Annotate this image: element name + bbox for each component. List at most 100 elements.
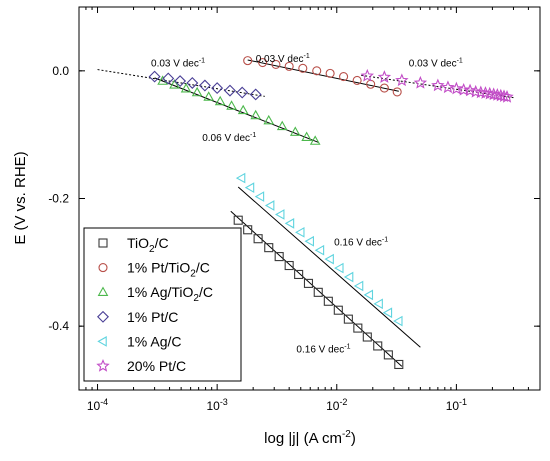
x-tick-label: 10-3	[206, 397, 227, 413]
series-diamond	[148, 70, 262, 101]
data-point	[490, 88, 505, 101]
data-point	[237, 104, 249, 115]
slope-label: 0.06 V dec-1	[202, 132, 256, 144]
data-point	[304, 235, 314, 247]
data-point	[362, 332, 372, 342]
legend-marker	[97, 286, 109, 296]
legend-item: 20% Pt/C	[96, 358, 186, 374]
series-triangle-up	[157, 75, 321, 145]
data-point	[169, 79, 180, 89]
fit-line	[237, 186, 421, 348]
legend-label: 20% Pt/C	[127, 358, 186, 374]
legend-label: 1% Pt/C	[127, 309, 178, 325]
legend-item: 1% Ag/C	[97, 333, 181, 349]
x-tick-label: 10-2	[326, 397, 347, 413]
data-point	[487, 87, 501, 101]
legend-marker	[96, 358, 110, 372]
legend-box	[83, 227, 242, 382]
data-point	[295, 226, 305, 238]
data-point	[478, 86, 493, 99]
legend-item: 1% Pt/TiO2/C	[98, 260, 210, 280]
data-point	[284, 218, 295, 229]
data-point	[333, 305, 343, 315]
data-point	[294, 269, 304, 280]
data-point	[271, 59, 281, 69]
x-tick-label: 10-4	[87, 397, 108, 413]
legend-label: 1% Pt/TiO2/C	[127, 260, 210, 280]
data-point	[243, 56, 253, 66]
y-tick-label: 0.0	[52, 64, 69, 78]
data-point	[244, 182, 255, 193]
series-square	[233, 215, 404, 370]
data-point	[373, 341, 383, 351]
data-point	[253, 234, 263, 244]
data-point	[363, 289, 374, 301]
data-point	[264, 200, 275, 211]
data-point	[264, 243, 274, 253]
legend-marker	[97, 310, 109, 323]
data-point	[243, 225, 253, 235]
data-point	[211, 82, 224, 95]
y-axis-title: E (V vs. RHE)	[12, 151, 29, 244]
data-point	[474, 85, 488, 99]
data-point	[379, 83, 389, 93]
data-point	[382, 307, 393, 319]
x-tick-label: 10-1	[446, 397, 467, 413]
data-point	[203, 91, 215, 101]
data-point	[249, 88, 262, 101]
slope-label: 0.03 V dec-1	[256, 53, 310, 65]
data-point	[395, 73, 409, 87]
data-point	[284, 61, 294, 71]
data-points	[148, 56, 514, 370]
data-point	[254, 191, 265, 202]
data-point	[314, 244, 325, 256]
data-point	[174, 75, 187, 88]
y-tick-label: -0.4	[48, 319, 69, 333]
data-point	[289, 126, 301, 136]
data-point	[180, 82, 192, 93]
data-point	[309, 135, 321, 145]
data-point	[441, 80, 455, 94]
legend: TiO2/C 1% Pt/TiO2/C 1% Ag/TiO2/C 1% Pt/C 1% …	[83, 227, 242, 382]
data-point	[413, 75, 428, 89]
data-point	[250, 109, 262, 120]
legend-marker	[98, 238, 108, 248]
data-point	[449, 81, 464, 95]
data-point	[392, 87, 402, 97]
data-point	[233, 215, 243, 225]
data-point	[339, 72, 349, 82]
legend-label: 1% Ag/C	[127, 333, 181, 349]
data-point	[236, 86, 249, 99]
legend-item: TiO2/C	[98, 235, 169, 255]
legend-label: TiO2/C	[127, 235, 169, 255]
data-point	[325, 68, 335, 78]
data-point	[235, 172, 246, 184]
data-point	[298, 63, 308, 73]
legend-item: 1% Ag/TiO2/C	[97, 284, 213, 304]
axis-ticks: 10-4 10-3 10-2 10-1 0.0 -0.2 -0.4	[48, 7, 540, 413]
data-point	[275, 209, 285, 220]
fit-line	[154, 77, 319, 143]
data-point	[284, 260, 294, 271]
data-point	[276, 120, 288, 131]
data-point	[301, 131, 312, 141]
data-point	[226, 100, 237, 110]
data-point	[373, 298, 383, 310]
legend-item: 1% Pt/C	[97, 309, 178, 325]
data-point	[343, 271, 354, 283]
slope-label: 0.16 V dec-1	[296, 343, 350, 355]
data-point	[223, 84, 236, 97]
data-point	[313, 287, 323, 297]
series-star	[360, 68, 514, 103]
data-point	[353, 323, 363, 333]
y-tick-label: -0.2	[48, 192, 69, 206]
series-circle	[243, 56, 402, 97]
data-point	[353, 280, 364, 292]
x-axis-title: log |j| (A cm-2)	[264, 429, 356, 447]
data-point	[323, 296, 333, 306]
data-point	[500, 89, 514, 103]
data-point	[360, 68, 374, 82]
legend-label: 1% Ag/TiO2/C	[127, 284, 213, 304]
data-point	[343, 314, 353, 324]
